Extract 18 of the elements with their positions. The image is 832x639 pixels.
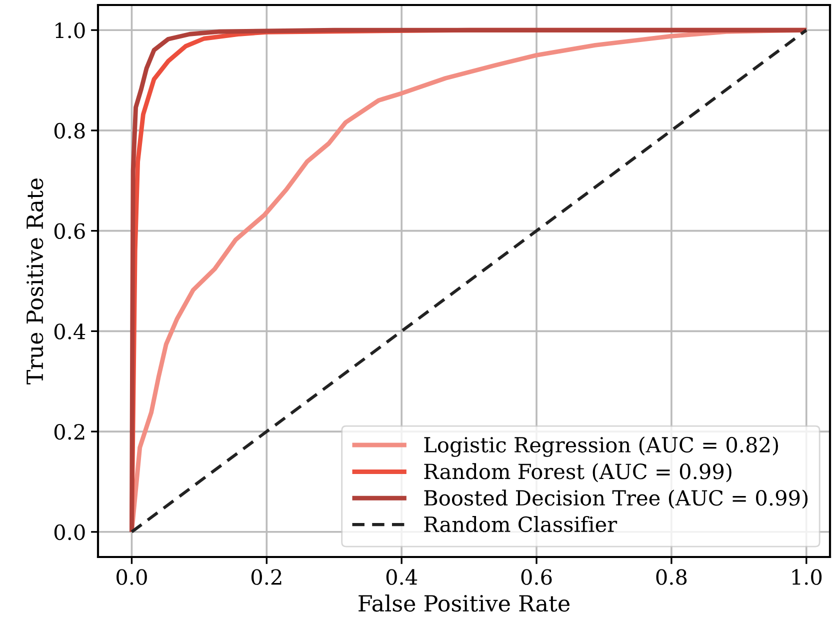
y-tick-label: 0.0: [54, 524, 85, 540]
y-tick-label: 0.4: [54, 324, 86, 340]
x-tick-label: 0.4: [386, 569, 418, 585]
x-tick-label: 0.0: [116, 569, 147, 585]
y-tick-label: 0.8: [54, 122, 85, 139]
y-tick-label: 0.2: [54, 424, 84, 440]
x-tick-label: 0.6: [521, 569, 552, 585]
y-tick-label: 1.0: [56, 22, 85, 38]
x-tick-label: 0.2: [251, 569, 282, 585]
legend-label: Random Classifier: [424, 516, 618, 532]
legend-label: Boosted Decision Tree (AUC = 0.99): [424, 490, 808, 509]
legend-label: Logistic Regression (AUC = 0.82): [424, 436, 778, 457]
legend-label: Random Forest (AUC = 0.99): [424, 463, 732, 482]
x-tick-label: 1.0: [792, 569, 822, 585]
y-axis-title: True Positive Rate: [26, 178, 44, 384]
x-tick-label: 0.8: [656, 569, 687, 585]
y-tick-label: 0.6: [54, 223, 85, 240]
x-axis-title: False Positive Rate: [358, 594, 570, 612]
